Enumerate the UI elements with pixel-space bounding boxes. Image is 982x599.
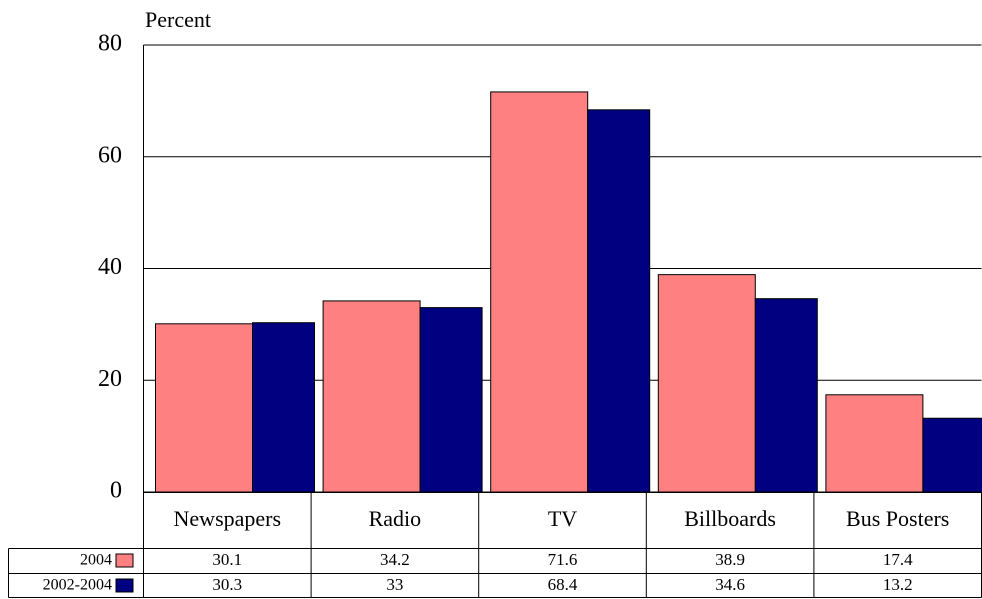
y-tick-label: 40 [98, 254, 122, 280]
y-tick-label: 60 [98, 142, 122, 168]
y-tick-label: 0 [110, 478, 122, 504]
table-value: 30.3 [212, 575, 242, 594]
table-value: 71.6 [548, 550, 578, 569]
bar [587, 109, 651, 493]
x-tick-label: Newspapers [174, 506, 282, 531]
table-value: 33 [386, 575, 403, 594]
legend-label: 2002-2004 [43, 577, 112, 594]
x-tick-label: Billboards [684, 506, 776, 531]
table-value: 38.9 [715, 550, 745, 569]
x-tick-label: Radio [369, 506, 422, 531]
y-tick-label: 20 [98, 366, 122, 392]
x-tick-label: Bus Posters [846, 506, 949, 531]
table-value: 17.4 [883, 550, 913, 569]
table-value: 30.1 [212, 550, 242, 569]
bar [419, 307, 483, 493]
table-value: 34.6 [715, 575, 745, 594]
bar [155, 323, 253, 493]
bar [922, 417, 982, 493]
table-value: 68.4 [548, 575, 578, 594]
bar [322, 300, 421, 493]
bar [252, 322, 315, 493]
y-tick-label: 80 [98, 31, 122, 57]
y-axis-label: Percent [145, 7, 211, 32]
table-value: 34.2 [380, 550, 410, 569]
x-tick-label: TV [548, 506, 577, 531]
table-value: 13.2 [883, 575, 913, 594]
bar [490, 91, 589, 493]
bar [657, 274, 756, 493]
legend-swatch [115, 553, 134, 568]
bar [754, 298, 818, 493]
legend-swatch [115, 578, 134, 593]
bar [825, 394, 924, 493]
legend-label: 2004 [80, 552, 112, 569]
